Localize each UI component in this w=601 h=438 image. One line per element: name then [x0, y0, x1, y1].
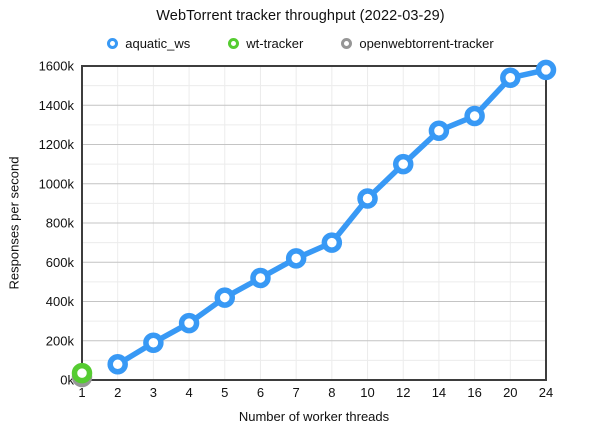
data-point-aquatic_ws — [321, 232, 343, 253]
data-point-aquatic_ws — [143, 332, 164, 353]
legend-item-wt-tracker[interactable]: wt-tracker — [228, 36, 303, 51]
x-tick-label: 4 — [185, 385, 192, 400]
x-tick-label: 14 — [432, 385, 446, 400]
x-tick-label: 2 — [114, 385, 121, 400]
data-point-aquatic_ws — [285, 248, 307, 269]
y-tick-label: 0k — [60, 373, 74, 388]
data-point-aquatic_ws — [178, 312, 200, 334]
x-tick-label: 6 — [257, 385, 264, 400]
x-tick-label: 1 — [78, 385, 85, 400]
chart-title: WebTorrent tracker throughput (2022-03-2… — [156, 8, 445, 24]
legend-label-wt-tracker: wt-tracker — [246, 36, 304, 51]
legend-label-openwebtorrent-tracker: openwebtorrent-tracker — [359, 36, 494, 51]
legend-item-openwebtorrent-tracker[interactable]: openwebtorrent-tracker — [341, 36, 494, 51]
data-point-aquatic_ws — [357, 188, 378, 209]
legend: aquatic_ws wt-tracker openwebtorrent-tra… — [0, 36, 601, 51]
plot-frame — [81, 65, 547, 381]
y-tick-label: 1200k — [39, 137, 75, 152]
legend-marker-openwebtorrent-tracker-icon — [341, 38, 353, 49]
x-tick-label: 10 — [360, 385, 374, 400]
x-tick-label: 7 — [293, 385, 300, 400]
data-point-aquatic_ws — [107, 354, 128, 375]
data-point-aquatic_ws — [250, 267, 271, 289]
legend-label-aquatic-ws: aquatic_ws — [125, 36, 191, 51]
legend-marker-aquatic-ws-icon — [107, 38, 119, 49]
y-tick-label: 800k — [46, 216, 75, 231]
data-point-aquatic_ws — [428, 120, 450, 142]
data-point-aquatic_ws — [392, 153, 414, 175]
x-tick-label: 16 — [467, 385, 481, 400]
y-tick-label: 200k — [46, 333, 75, 348]
x-axis-title: Number of worker threads — [238, 409, 390, 424]
y-tick-label: 1600k — [39, 59, 75, 74]
x-tick-label: 24 — [539, 385, 553, 400]
x-tick-label: 20 — [503, 385, 517, 400]
y-tick-label: 1000k — [39, 176, 75, 191]
data-point-aquatic_ws — [464, 105, 485, 127]
y-tick-label: 400k — [46, 294, 75, 309]
legend-item-aquatic-ws[interactable]: aquatic_ws — [107, 36, 190, 51]
x-tick-label: 12 — [396, 385, 410, 400]
y-tick-label: 600k — [46, 255, 75, 270]
x-tick-label: 8 — [328, 385, 335, 400]
data-point-aquatic_ws — [535, 59, 557, 81]
data-point-wt-tracker — [71, 362, 93, 384]
legend-marker-wt-tracker-icon — [228, 38, 240, 49]
x-tick-label: 3 — [150, 385, 157, 400]
y-tick-label: 1400k — [39, 98, 75, 113]
data-point-aquatic_ws — [214, 287, 236, 308]
x-tick-label: 5 — [221, 385, 228, 400]
data-point-aquatic_ws — [500, 67, 521, 89]
